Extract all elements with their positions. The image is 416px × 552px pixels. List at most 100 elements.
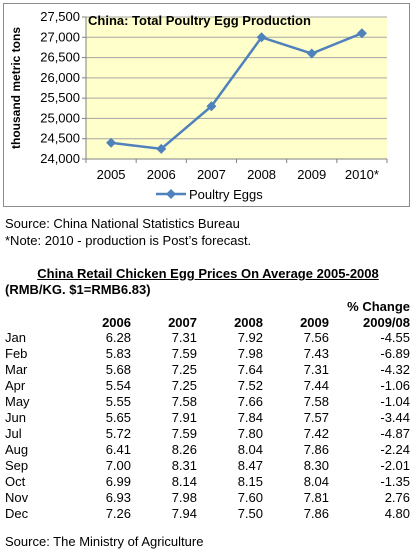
y-tick-label: 26,000	[40, 70, 80, 85]
table-subtitle: (RMB/KG. $1=RMB6.83)	[5, 282, 151, 297]
y-tick-label: 24,500	[40, 131, 80, 146]
value-cell: -2.01	[380, 458, 410, 473]
legend-marker	[166, 189, 176, 199]
value-cell: 8.31	[171, 458, 197, 473]
table-row: Jan 6.28 7.31 7.92 7.56 -4.55	[5, 330, 410, 346]
value-cell: 8.14	[171, 474, 197, 489]
value-cell: 7.56	[303, 330, 329, 345]
chart-frame: 24,000 24,500 25,000 25,500 26,000 26,500 27,0…	[3, 3, 410, 207]
value-cell: -4.32	[380, 362, 410, 377]
value-cell: 7.59	[171, 426, 197, 441]
value-cell: 7.43	[303, 346, 329, 361]
value-cell: 7.44	[303, 378, 329, 393]
value-cell: 8.04	[303, 474, 329, 489]
table-row: Oct 6.99 8.14 8.15 8.04 -1.35	[5, 474, 410, 490]
series-line	[110, 32, 363, 151]
table-row: Feb 5.83 7.59 7.98 7.43 -6.89	[5, 346, 410, 362]
value-cell: -1.04	[380, 394, 410, 409]
y-tick-label: 27,000	[40, 29, 80, 44]
value-cell: 8.26	[171, 442, 197, 457]
table-row: May 5.55 7.58 7.66 7.58 -1.04	[5, 394, 410, 410]
y-tick-label: 25,000	[40, 110, 80, 125]
month-cell: Oct	[5, 474, 26, 489]
value-cell: 7.25	[171, 378, 197, 393]
data-point	[106, 137, 117, 148]
value-cell: 7.98	[237, 346, 263, 361]
value-cell: 7.66	[237, 394, 263, 409]
data-point	[356, 28, 367, 39]
value-cell: -1.35	[380, 474, 410, 489]
value-cell: 7.25	[171, 362, 197, 377]
value-cell: 7.00	[105, 458, 131, 473]
production-line-chart: 24,000 24,500 25,000 25,500 26,000 26,500 27,0…	[9, 9, 388, 202]
value-cell: 4.80	[384, 506, 410, 521]
y-tick-label: 25,500	[40, 90, 80, 105]
month-cell: Feb	[5, 346, 28, 361]
x-tick-label: 2010*	[345, 167, 379, 182]
value-cell: 7.31	[303, 362, 329, 377]
value-cell: 7.60	[237, 490, 263, 505]
data-point	[256, 32, 267, 43]
month-cell: Nov	[5, 490, 29, 505]
x-tick-label: 2006	[147, 167, 176, 182]
table-row: Apr 5.54 7.25 7.52 7.44 -1.06	[5, 378, 410, 394]
value-cell: 7.31	[171, 330, 197, 345]
table-header-row: 2006 2007 2008 2009 2009/08	[5, 314, 410, 330]
month-cell: Apr	[5, 378, 26, 393]
value-cell: 2.76	[384, 490, 410, 505]
value-cell: 7.59	[171, 346, 197, 361]
table-source: Source: The Ministry of Agriculture	[5, 534, 204, 549]
header-change-period: 2009/08	[363, 315, 410, 330]
value-cell: 7.52	[237, 378, 263, 393]
table-row: Jul 5.72 7.59 7.80 7.42 -4.87	[5, 426, 410, 442]
month-cell: Dec	[5, 506, 29, 521]
chart-source: Source: China National Statistics Bureau	[5, 216, 240, 231]
value-cell: 8.15	[237, 474, 263, 489]
value-cell: 7.80	[237, 426, 263, 441]
month-cell: Aug	[5, 442, 29, 457]
header-2008: 2008	[234, 315, 263, 330]
value-cell: -1.06	[380, 378, 410, 393]
y-axis-label: thousand metric tons	[9, 27, 23, 149]
value-cell: 7.50	[237, 506, 263, 521]
month-cell: Sep	[5, 458, 29, 473]
month-cell: Jul	[5, 426, 22, 441]
x-tick-label: 2005	[97, 167, 126, 182]
value-cell: 5.83	[105, 346, 131, 361]
value-cell: 5.72	[105, 426, 131, 441]
value-cell: 7.58	[171, 394, 197, 409]
header-2009: 2009	[300, 315, 329, 330]
y-tick-label: 27,500	[40, 9, 80, 24]
value-cell: 5.68	[105, 362, 131, 377]
header-month	[5, 314, 65, 330]
value-cell: 7.91	[171, 410, 197, 425]
value-cell: 7.86	[303, 506, 329, 521]
table-row: Dec 7.26 7.94 7.50 7.86 4.80	[5, 506, 410, 522]
value-cell: -4.87	[380, 426, 410, 441]
table-row: Jun 5.65 7.91 7.84 7.57 -3.44	[5, 410, 410, 426]
value-cell: 6.28	[105, 330, 131, 345]
header-2006: 2006	[102, 315, 131, 330]
month-cell: Jun	[5, 410, 26, 425]
month-cell: May	[5, 394, 30, 409]
table-header-row-top: % Change	[5, 298, 410, 314]
y-tick-label: 26,500	[40, 50, 80, 65]
month-cell: Mar	[5, 362, 28, 377]
value-cell: 7.94	[171, 506, 197, 521]
value-cell: 7.42	[303, 426, 329, 441]
value-cell: 6.93	[105, 490, 131, 505]
x-tick-label: 2008	[247, 167, 276, 182]
month-cell: Jan	[5, 330, 26, 345]
x-tick-label: 2009	[297, 167, 326, 182]
header-change-label: % Change	[347, 299, 410, 314]
chart-title: China: Total Poultry Egg Production	[88, 13, 311, 28]
value-cell: -3.44	[380, 410, 410, 425]
value-cell: 7.81	[303, 490, 329, 505]
value-cell: 7.92	[237, 330, 263, 345]
value-cell: 6.41	[105, 442, 131, 457]
data-point	[206, 101, 217, 112]
value-cell: 5.54	[105, 378, 131, 393]
value-cell: 5.65	[105, 410, 131, 425]
value-cell: 7.57	[303, 410, 329, 425]
value-cell: -2.24	[380, 442, 410, 457]
